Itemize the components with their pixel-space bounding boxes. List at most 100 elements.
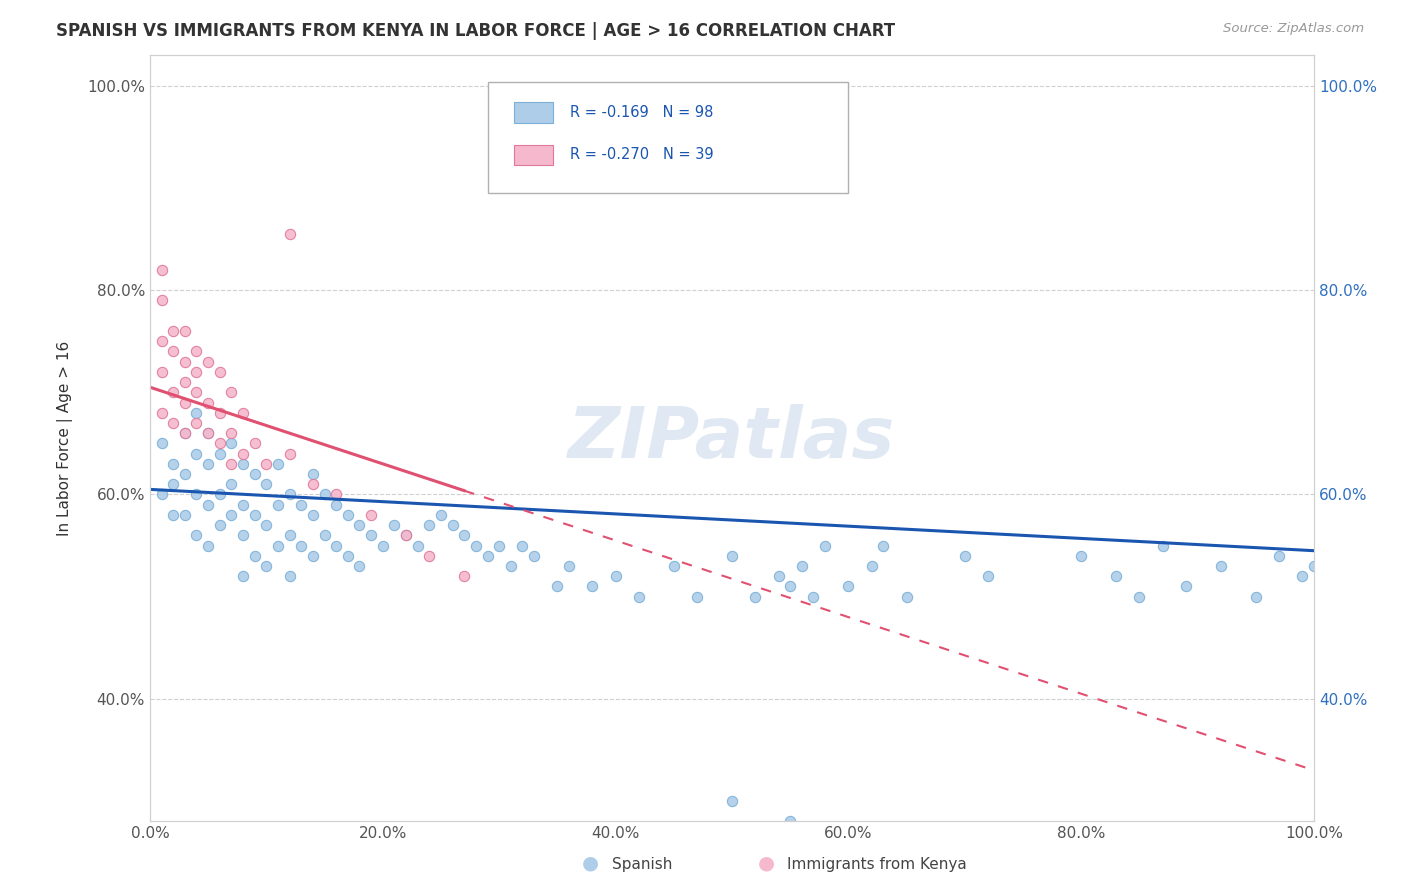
Point (243, 467, 266, 481)
Point (221, 426, 243, 441)
Point (1152, 539, 1174, 553)
Point (290, 498, 312, 512)
Point (162, 477, 184, 491)
Point (1209, 559, 1232, 574)
Point (197, 539, 219, 553)
Point (197, 498, 219, 512)
Point (162, 385, 184, 400)
FancyBboxPatch shape (515, 103, 553, 123)
Point (360, 528, 382, 542)
Point (512, 539, 534, 553)
Point (314, 487, 336, 501)
Point (605, 569, 627, 583)
Point (302, 549, 325, 563)
Point (150, 436, 173, 450)
Point (779, 579, 801, 593)
Point (150, 365, 173, 379)
Point (418, 549, 440, 563)
Point (977, 569, 1000, 583)
Point (150, 262, 173, 277)
Point (325, 498, 347, 512)
Point (953, 549, 976, 563)
Point (221, 436, 243, 450)
Point (186, 487, 208, 501)
Text: ZIPatlas: ZIPatlas (568, 404, 896, 473)
Text: R = -0.270   N = 39: R = -0.270 N = 39 (571, 147, 714, 162)
Point (232, 528, 254, 542)
Point (314, 528, 336, 542)
Point (186, 385, 208, 400)
Point (208, 447, 231, 461)
Text: Spanish: Spanish (612, 857, 672, 872)
Point (278, 528, 301, 542)
Point (464, 539, 486, 553)
Point (488, 539, 510, 553)
Point (325, 487, 347, 501)
Point (173, 426, 195, 441)
Point (232, 406, 254, 420)
Point (221, 508, 243, 522)
Point (254, 559, 277, 574)
Point (430, 508, 453, 522)
Point (721, 794, 744, 808)
Point (395, 528, 418, 542)
Point (418, 518, 440, 533)
Point (395, 528, 418, 542)
Point (441, 518, 464, 533)
Point (243, 436, 266, 450)
Point (197, 426, 219, 441)
Point (896, 590, 918, 604)
Text: R = -0.169   N = 98: R = -0.169 N = 98 (571, 105, 714, 120)
Point (872, 539, 894, 553)
Point (779, 814, 801, 829)
FancyBboxPatch shape (515, 145, 553, 165)
Point (221, 457, 243, 471)
Point (499, 559, 522, 574)
FancyBboxPatch shape (488, 82, 848, 193)
Point (336, 508, 359, 522)
Point (197, 426, 219, 441)
Point (662, 559, 685, 574)
Point (232, 498, 254, 512)
Point (803, 590, 825, 604)
Point (627, 590, 650, 604)
Point (197, 354, 219, 368)
Point (243, 549, 266, 563)
Point (453, 528, 475, 542)
Point (173, 354, 195, 368)
Point (208, 436, 231, 450)
Point (1244, 590, 1267, 604)
Text: SPANISH VS IMMIGRANTS FROM KENYA IN LABOR FORCE | AGE > 16 CORRELATION CHART: SPANISH VS IMMIGRANTS FROM KENYA IN LABO… (56, 22, 896, 40)
Point (267, 539, 290, 553)
Point (768, 569, 790, 583)
Point (302, 508, 325, 522)
Point (336, 549, 359, 563)
Point (173, 375, 195, 389)
Point (384, 518, 406, 533)
Point (173, 508, 195, 522)
Point (406, 539, 429, 553)
Point (208, 406, 231, 420)
Point (186, 447, 208, 461)
Point (162, 457, 184, 471)
Point (349, 559, 371, 574)
Point (232, 569, 254, 583)
Point (197, 457, 219, 471)
Point (243, 508, 266, 522)
Point (721, 549, 744, 563)
Point (162, 508, 184, 522)
Point (278, 227, 301, 241)
Point (186, 528, 208, 542)
Point (349, 518, 371, 533)
Point (162, 344, 184, 359)
Point (186, 416, 208, 430)
Point (162, 324, 184, 338)
Point (197, 395, 219, 409)
Point (860, 559, 883, 574)
Point (1175, 579, 1198, 593)
Point (558, 559, 581, 574)
Point (208, 518, 231, 533)
Point (162, 416, 184, 430)
Point (453, 569, 475, 583)
Point (371, 539, 394, 553)
